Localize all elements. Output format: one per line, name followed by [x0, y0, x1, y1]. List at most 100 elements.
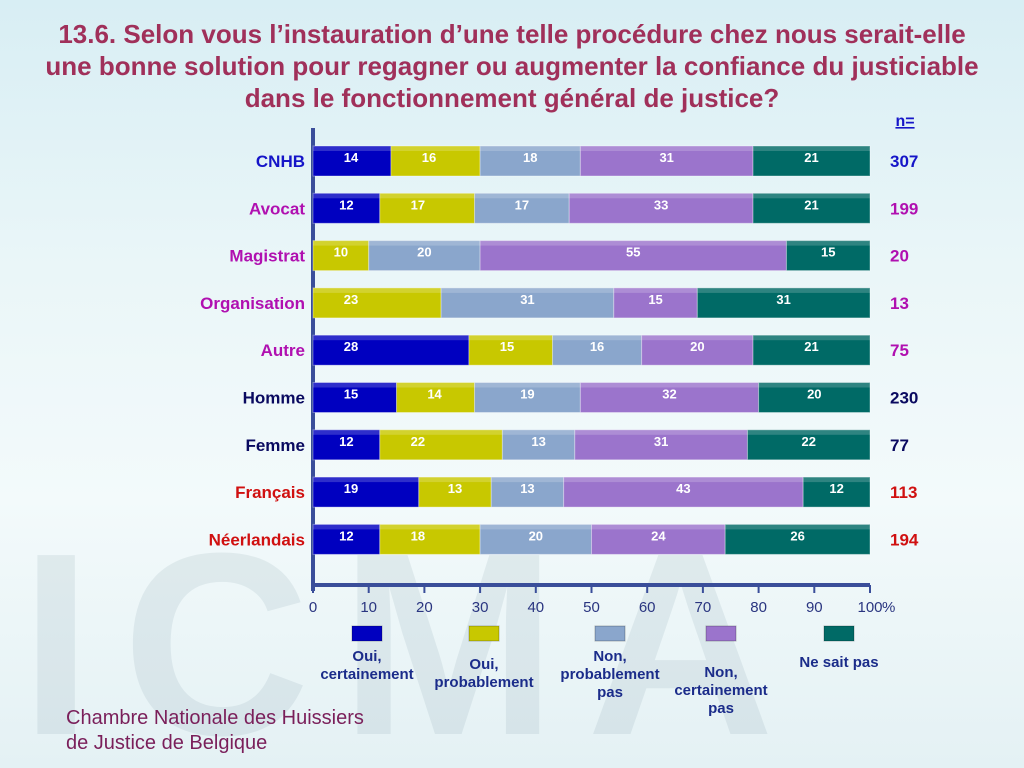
data-label: 20 [807, 387, 821, 402]
bar-highlight [786, 240, 870, 246]
bar-highlight [491, 477, 564, 483]
legend-swatch [351, 625, 383, 642]
data-label: 31 [659, 150, 673, 165]
data-label: 14 [427, 387, 442, 402]
legend-entry: Non, certainement pas [656, 664, 786, 718]
legend-swatch [594, 625, 626, 642]
data-label: 16 [590, 339, 604, 354]
legend-line: probablement [560, 666, 660, 683]
data-label: 24 [651, 528, 666, 543]
data-label: 12 [829, 481, 843, 496]
bar-highlight [563, 477, 804, 483]
bar-highlight [613, 287, 698, 293]
bar-highlight [747, 429, 870, 435]
bar-highlight [379, 524, 481, 530]
bar-segment [574, 429, 748, 461]
data-label: 18 [411, 528, 425, 543]
bar-highlight [474, 382, 581, 388]
data-label: 23 [344, 292, 358, 307]
bar-highlight [396, 382, 475, 388]
bar-highlight [313, 382, 397, 388]
legend-entry: Oui, probablement [419, 656, 549, 692]
bar-highlight [753, 335, 870, 341]
footer-line-2: de Justice de Belgique [66, 732, 268, 754]
data-label: 21 [804, 197, 818, 212]
x-tick-label: 80 [750, 599, 767, 616]
data-label: 12 [339, 528, 353, 543]
bar-segment [752, 334, 871, 366]
data-label: 31 [776, 292, 790, 307]
data-label: 22 [801, 434, 815, 449]
bar-segment [591, 523, 726, 555]
bar-segment [312, 192, 381, 224]
data-label: 13 [520, 481, 534, 496]
legend-line: Ne sait pas [799, 654, 879, 671]
x-tick-label: 70 [695, 599, 712, 616]
data-label: 15 [648, 292, 662, 307]
bar-segment [312, 523, 381, 555]
x-tick-label: 20 [416, 599, 433, 616]
bar-highlight [591, 524, 726, 530]
x-tick-label: 50 [583, 599, 600, 616]
legend-swatch [705, 625, 737, 642]
bar-segment [696, 287, 871, 319]
n-value: 77 [890, 436, 909, 455]
chart-title: 13.6. Selon vous l’instauration d’une te… [45, 19, 979, 113]
data-label: 20 [417, 245, 431, 260]
bar-segment [379, 192, 476, 224]
bar-highlight [379, 193, 475, 199]
bar-highlight [368, 240, 481, 246]
data-label: 22 [411, 434, 425, 449]
bar-segment [490, 476, 565, 508]
category-label: Femme [245, 436, 305, 455]
bar-highlight [313, 287, 442, 293]
bar-segment [752, 192, 871, 224]
data-label: 15 [500, 339, 514, 354]
n-value: 199 [890, 199, 918, 218]
bar-segment [396, 382, 476, 413]
data-label: 19 [520, 387, 534, 402]
data-label: 31 [654, 434, 668, 449]
bar-highlight [753, 146, 870, 151]
bar-highlight [552, 335, 642, 341]
bar-highlight [753, 193, 870, 199]
n-value: 230 [890, 389, 918, 408]
bar-segment [752, 145, 871, 177]
bar-highlight [313, 429, 380, 435]
bar-segment [390, 145, 481, 177]
footer-line-1: Chambre Nationale des Huissiers [66, 707, 364, 729]
category-label: Organisation [200, 294, 305, 313]
data-label: 31 [520, 292, 534, 307]
legend-line: Oui, [469, 656, 499, 673]
bar-segment [368, 240, 481, 272]
n-value: 194 [890, 530, 919, 549]
bar-highlight [480, 240, 787, 246]
bar-segment [758, 382, 871, 413]
bar-segment [613, 287, 698, 319]
stacked-bar-chart: 0 10 20 30 40 50 60 70 80 90 100 % n= CNHB 307 14 16 18 31… [200, 113, 919, 642]
data-label: 16 [422, 150, 436, 165]
data-label: 13 [448, 481, 462, 496]
bar-highlight [580, 382, 759, 388]
data-label: 15 [821, 245, 835, 260]
legend-swatch [468, 625, 500, 642]
data-label: 14 [344, 150, 359, 165]
bar-segment [552, 334, 643, 366]
category-label: Néerlandais [209, 530, 305, 549]
bar-segment [312, 476, 420, 508]
bar-segment [785, 240, 871, 272]
bar-segment [802, 476, 871, 508]
bar-highlight [313, 193, 380, 199]
bar-segment [501, 429, 576, 461]
n-value: 13 [890, 294, 909, 313]
bar-highlight [725, 524, 870, 530]
bar-segment [563, 476, 804, 508]
legend-swatch [823, 625, 855, 642]
n-value: 75 [890, 341, 909, 360]
bar-highlight [474, 193, 570, 199]
legend-line: certainement [674, 682, 768, 699]
bar-segment [746, 429, 871, 461]
bar-segment [440, 287, 615, 319]
legend-line: Non, [593, 648, 627, 665]
data-label: 20 [529, 528, 543, 543]
